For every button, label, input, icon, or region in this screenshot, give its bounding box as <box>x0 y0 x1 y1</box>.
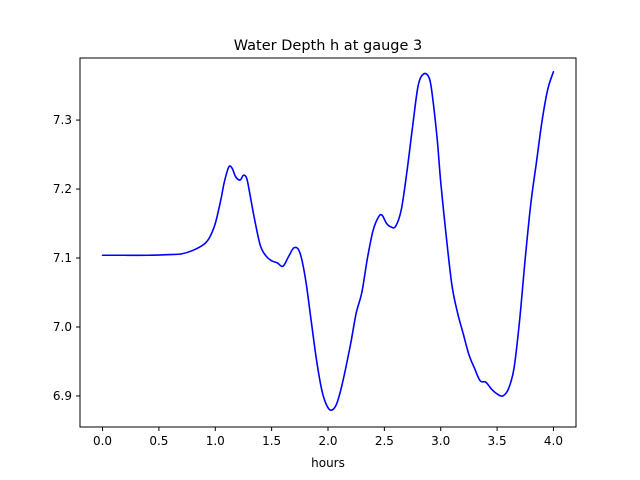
x-tick-label: 3.0 <box>431 434 450 448</box>
x-tick-label: 2.5 <box>375 434 394 448</box>
chart-title: Water Depth h at gauge 3 <box>234 38 422 54</box>
y-tick-label: 7.0 <box>53 320 72 334</box>
plot-area <box>101 70 555 412</box>
x-tick-label: 1.0 <box>206 434 225 448</box>
y-tick-label: 7.3 <box>53 113 72 127</box>
x-tick-label: 0.5 <box>149 434 168 448</box>
x-tick-label: 3.5 <box>488 434 507 448</box>
y-tick-label: 7.2 <box>53 182 72 196</box>
x-tick-label: 4.0 <box>544 434 563 448</box>
x-tick-label: 2.0 <box>318 434 337 448</box>
x-tick-label: 1.5 <box>262 434 281 448</box>
x-tick-label: 0.0 <box>93 434 112 448</box>
series-line-0 <box>101 70 555 412</box>
x-axis-label: hours <box>311 456 345 470</box>
y-axis: 6.9 7.0 7.1 7.2 7.3 <box>53 113 80 403</box>
y-tick-label: 6.9 <box>53 389 72 403</box>
x-axis: 0.0 0.5 1.0 1.5 2.0 2.5 3.0 3.5 4.0 <box>93 427 563 448</box>
y-tick-label: 7.1 <box>53 251 72 265</box>
